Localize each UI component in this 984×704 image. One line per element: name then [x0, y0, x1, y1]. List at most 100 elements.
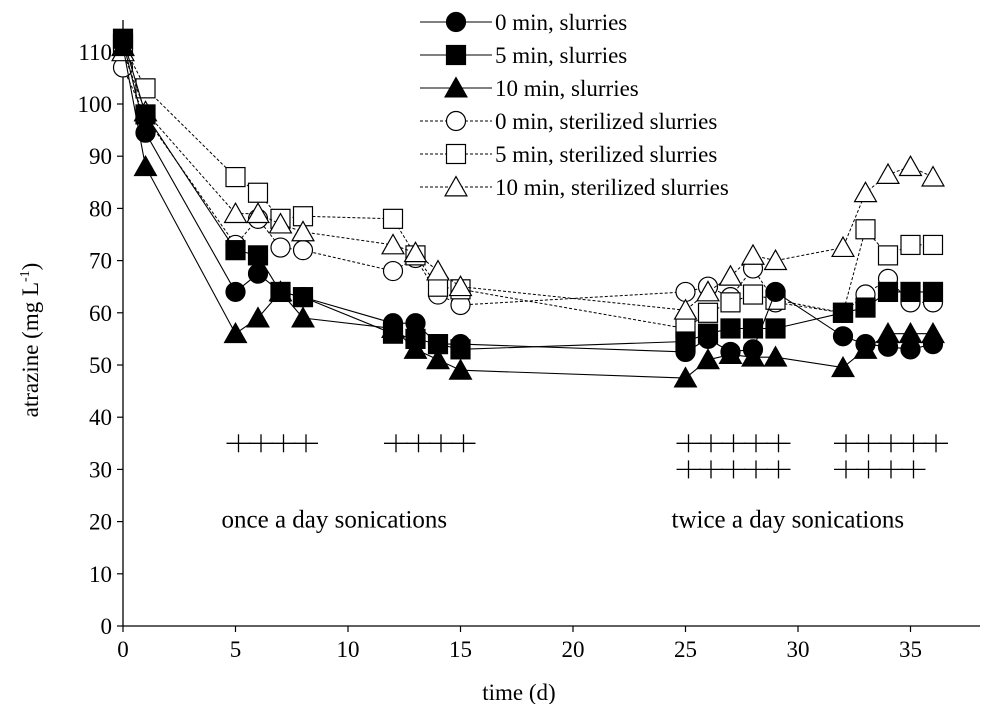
data-point [763, 345, 788, 367]
data-point [246, 306, 270, 328]
sonication-mark [384, 434, 408, 453]
annotation-text: once a day sonications [222, 507, 448, 534]
data-point [225, 166, 246, 188]
x-tick-label: 30 [787, 637, 810, 662]
data-point [292, 240, 314, 261]
data-point [135, 78, 156, 99]
data-point [270, 237, 291, 258]
data-point [246, 201, 270, 224]
data-point [247, 245, 269, 266]
data-point [898, 154, 923, 177]
x-tick-label: 10 [337, 637, 360, 662]
data-point [291, 220, 315, 242]
sonication-mark [721, 434, 746, 453]
data-point [742, 284, 764, 305]
legend: 0 min, slurries 5 min, slurries 10 min, sl… [420, 10, 729, 200]
legend-marker [445, 143, 467, 165]
sonication-mark [766, 460, 791, 479]
data-point [381, 316, 405, 338]
legend-label: 10 min, slurries [495, 76, 639, 101]
legend-marker [445, 11, 467, 33]
series-2 [111, 34, 945, 388]
annotation-text: twice a day sonications [672, 507, 905, 534]
data-point [133, 154, 158, 177]
data-point [921, 165, 945, 187]
y-tick-label: 0 [101, 614, 113, 639]
legend-entry: 0 min, slurries [420, 10, 627, 35]
legend-marker [445, 44, 467, 66]
x-tick-label: 35 [899, 637, 922, 662]
sonication-mark [834, 434, 858, 453]
y-tick-label: 60 [89, 301, 112, 326]
data-point [922, 281, 944, 303]
svg-text:atrazine (mg L-1): atrazine (mg L-1) [18, 263, 43, 418]
data-point [426, 259, 450, 281]
data-point [111, 34, 135, 57]
data-point [855, 297, 876, 318]
data-point [225, 281, 246, 303]
x-tick-label: 5 [230, 637, 242, 662]
sonication-mark [879, 434, 903, 453]
data-point [696, 348, 720, 370]
data-point [765, 281, 786, 303]
legend-entry: 0 min, sterilized slurries [420, 109, 717, 134]
sonication-mark [879, 460, 903, 479]
data-point [268, 280, 293, 302]
sonication-mark [429, 434, 453, 453]
legend-entry: 5 min, sterilized slurries [420, 142, 717, 167]
y-tick-label: 10 [89, 562, 112, 587]
data-point [292, 287, 314, 308]
y-tick-label: 20 [89, 510, 112, 535]
sonication-mark [721, 460, 746, 479]
sonication-mark [676, 460, 701, 479]
sonication-mark [226, 434, 251, 453]
sonication-mark [451, 434, 476, 453]
legend-label: 5 min, slurries [495, 43, 627, 68]
legend-entry: 10 min, sterilized slurries [420, 175, 729, 200]
x-axis-label: time (d) [482, 680, 555, 704]
legend-marker [444, 175, 468, 197]
y-axis-label: atrazine (mg L-1) [18, 263, 43, 418]
x-tick-label: 20 [562, 637, 585, 662]
sonication-mark [676, 434, 701, 453]
data-point [448, 275, 473, 297]
data-point [832, 302, 854, 323]
data-point [268, 212, 293, 234]
y-axis-label-close: ) [18, 263, 43, 271]
data-point [675, 331, 696, 352]
sonication-mark [856, 460, 881, 479]
data-point [382, 208, 404, 229]
sonication-mark [834, 460, 858, 479]
x-tick-label: 25 [674, 637, 697, 662]
data-point [877, 281, 899, 303]
sonication-mark [294, 434, 318, 453]
data-point [247, 182, 269, 203]
data-point [900, 234, 921, 256]
data-point [900, 281, 921, 303]
sonication-mark [856, 434, 881, 453]
data-point [381, 233, 405, 255]
annotations: once a day sonications twice a day sonica… [222, 434, 948, 534]
data-point [742, 318, 764, 339]
data-point [853, 337, 878, 359]
data-point [765, 318, 786, 339]
legend-label: 0 min, sterilized slurries [495, 109, 717, 134]
x-tick-label: 15 [449, 637, 472, 662]
data-point [673, 366, 698, 388]
sonication-mark [901, 434, 926, 453]
legend-marker [444, 76, 468, 98]
data-point [876, 162, 900, 184]
data-point [832, 326, 854, 347]
y-tick-label: 70 [89, 249, 112, 274]
data-point [223, 201, 248, 224]
data-point [382, 260, 404, 282]
data-point [291, 306, 315, 328]
sonication-mark [271, 434, 296, 453]
data-point [741, 243, 765, 265]
data-point [877, 245, 899, 266]
data-point [673, 298, 698, 320]
y-tick-label: 80 [89, 196, 112, 221]
legend-marker [445, 110, 467, 132]
data-point [718, 264, 743, 286]
